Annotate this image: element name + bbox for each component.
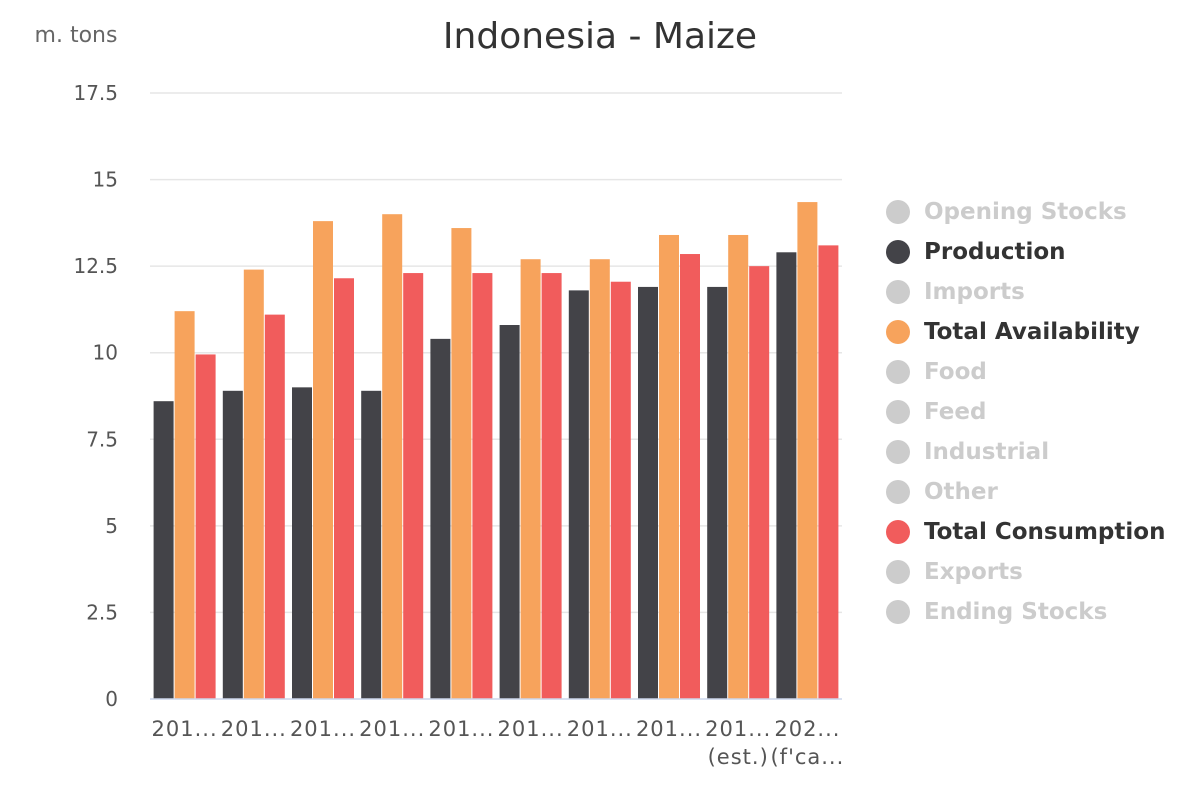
y-axis-ticks: 0 2.5 5 7.5 10 12.5 15 17.5 — [73, 81, 118, 711]
legend-label: Exports — [924, 559, 1023, 585]
legend-label: Total Consumption — [924, 519, 1166, 545]
bar-total-consumption[interactable] — [610, 281, 631, 699]
legend-item-food[interactable]: Food — [886, 352, 1186, 392]
legend-item-imports[interactable]: Imports — [886, 272, 1186, 312]
bar-total-consumption[interactable] — [195, 354, 216, 699]
bar-total-availability[interactable] — [451, 228, 472, 699]
legend-label: Feed — [924, 399, 987, 425]
x-tick-label: 201... — [359, 717, 425, 741]
y-tick-label: 15 — [93, 168, 118, 192]
y-axis-unit-label: m. tons — [35, 23, 118, 48]
bar-total-consumption[interactable] — [472, 273, 493, 699]
bar-total-consumption[interactable] — [264, 314, 285, 699]
legend-item-industrial[interactable]: Industrial — [886, 432, 1186, 472]
legend-label: Opening Stocks — [924, 199, 1127, 225]
x-tick-label: 201... — [152, 717, 218, 741]
legend-marker — [886, 280, 910, 304]
legend-item-production[interactable]: Production — [886, 232, 1186, 272]
legend-marker — [886, 480, 910, 504]
legend-marker — [886, 440, 910, 464]
bar-total-consumption[interactable] — [749, 266, 770, 699]
bar-total-consumption[interactable] — [403, 273, 424, 699]
x-tick-sublabel: (f'ca... — [770, 745, 844, 769]
x-tick-label: 201... — [636, 717, 702, 741]
x-tick-label: 201... — [705, 717, 771, 741]
x-tick-label: 201... — [290, 717, 356, 741]
bar-total-consumption[interactable] — [818, 245, 839, 699]
bar-total-availability[interactable] — [659, 234, 679, 699]
legend-label: Imports — [924, 279, 1025, 305]
bar-production[interactable] — [776, 252, 797, 699]
legend-marker — [886, 320, 910, 344]
bar-production[interactable] — [292, 387, 312, 699]
legend-item-ending-stocks[interactable]: Ending Stocks — [886, 592, 1186, 632]
x-tick-label: 201... — [428, 717, 494, 741]
y-tick-label: 2.5 — [86, 600, 118, 624]
legend-label: Total Availability — [924, 319, 1140, 345]
x-tick-label: 201... — [567, 717, 633, 741]
bar-total-consumption[interactable] — [680, 254, 700, 699]
legend-label: Other — [924, 479, 998, 505]
legend-marker — [886, 560, 910, 584]
bar-production[interactable] — [153, 401, 174, 699]
x-tick-label: 201... — [221, 717, 287, 741]
bar-total-availability[interactable] — [797, 202, 818, 699]
legend-label: Industrial — [924, 439, 1050, 465]
bar-total-consumption[interactable] — [541, 273, 562, 699]
y-tick-label: 5 — [105, 514, 118, 538]
legend-item-exports[interactable]: Exports — [886, 552, 1186, 592]
legend-marker — [886, 400, 910, 424]
bar-total-availability[interactable] — [728, 234, 749, 699]
bar-total-availability[interactable] — [243, 269, 264, 699]
bar-production[interactable] — [222, 390, 243, 699]
legend-label: Production — [924, 239, 1066, 265]
legend-item-feed[interactable]: Feed — [886, 392, 1186, 432]
y-tick-label: 0 — [105, 687, 118, 711]
x-axis-ticks: 201... 201... 201... 201... 201... 201... 201.… — [152, 717, 844, 769]
bar-production[interactable] — [361, 390, 382, 699]
legend-label: Food — [924, 359, 987, 385]
legend: Opening Stocks Production Imports Total Ava… — [886, 192, 1186, 632]
x-tick-sublabel: (est.) — [708, 745, 769, 769]
y-tick-label: 17.5 — [73, 81, 118, 105]
chart-title: Indonesia - Maize — [443, 16, 757, 57]
bar-total-consumption[interactable] — [334, 278, 354, 699]
legend-marker — [886, 360, 910, 384]
bar-total-availability[interactable] — [174, 311, 195, 699]
bar-production[interactable] — [568, 290, 589, 699]
legend-label: Ending Stocks — [924, 599, 1108, 625]
legend-item-other[interactable]: Other — [886, 472, 1186, 512]
legend-item-total-consumption[interactable]: Total Consumption — [886, 512, 1186, 552]
legend-item-opening-stocks[interactable]: Opening Stocks — [886, 192, 1186, 232]
y-tick-label: 12.5 — [73, 254, 118, 278]
legend-marker — [886, 240, 910, 264]
legend-marker — [886, 200, 910, 224]
bar-production[interactable] — [430, 338, 451, 699]
bar-total-availability[interactable] — [520, 259, 541, 699]
bar-total-availability[interactable] — [313, 221, 333, 699]
x-tick-label: 202... — [774, 717, 840, 741]
bar-production[interactable] — [499, 325, 520, 699]
bar-total-availability[interactable] — [382, 214, 403, 699]
legend-marker — [886, 520, 910, 544]
bar-series — [153, 202, 839, 699]
x-tick-label: 201... — [498, 717, 564, 741]
y-tick-label: 7.5 — [86, 427, 118, 451]
bar-total-availability[interactable] — [589, 259, 610, 699]
legend-marker — [886, 600, 910, 624]
legend-item-total-availability[interactable]: Total Availability — [886, 312, 1186, 352]
bar-production[interactable] — [638, 286, 658, 699]
y-tick-label: 10 — [93, 341, 118, 365]
bar-production[interactable] — [707, 286, 728, 699]
